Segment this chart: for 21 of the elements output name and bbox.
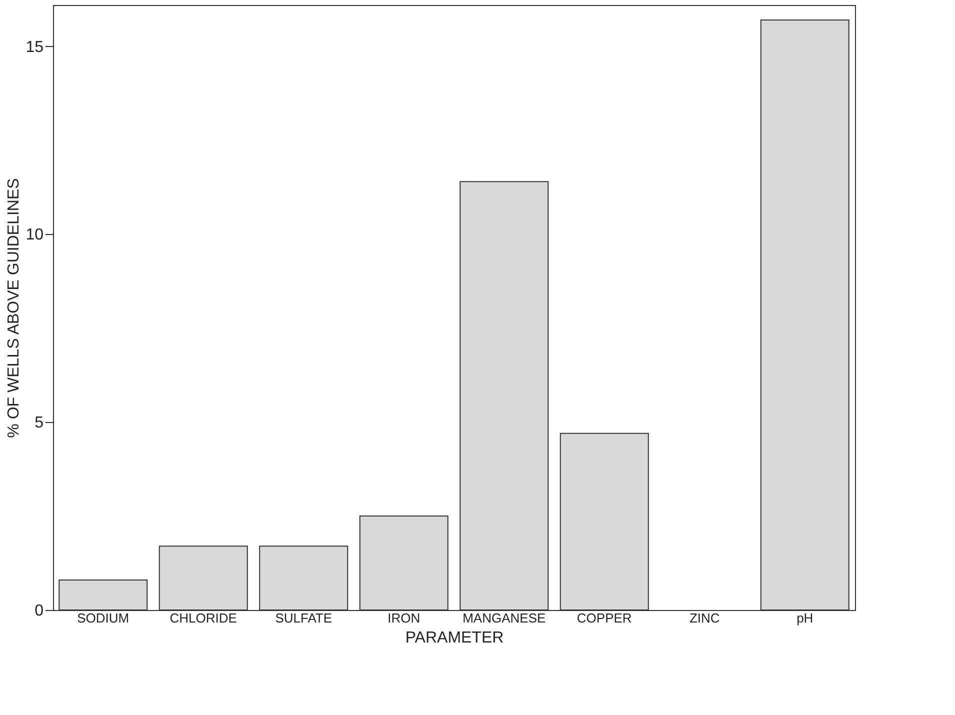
bar	[259, 546, 348, 610]
y-tick-label: 0	[34, 602, 44, 620]
x-tick-label: pH	[796, 610, 814, 626]
bar	[460, 181, 549, 610]
x-tick-label: COPPER	[576, 610, 632, 626]
y-tick-label: 5	[34, 414, 44, 432]
x-tick-label: ZINC	[689, 610, 720, 626]
bar	[58, 579, 148, 610]
x-tick-label: CHLORIDE	[170, 610, 238, 626]
y-tick-label: 10	[26, 226, 44, 244]
bar	[760, 20, 850, 610]
bar	[359, 516, 448, 610]
x-tick-label: IRON	[388, 610, 420, 626]
x-tick-label: SULFATE	[275, 610, 332, 626]
x-axis-title: PARAMETER	[405, 630, 504, 646]
y-axis-title: % OF WELLS ABOVE GUIDELINES	[6, 178, 23, 438]
y-tick-label: 15	[26, 38, 44, 56]
bar	[560, 432, 649, 610]
x-tick-label: SODIUM	[77, 610, 130, 626]
bar	[158, 546, 248, 610]
x-tick-label: MANGANESE	[462, 610, 546, 626]
